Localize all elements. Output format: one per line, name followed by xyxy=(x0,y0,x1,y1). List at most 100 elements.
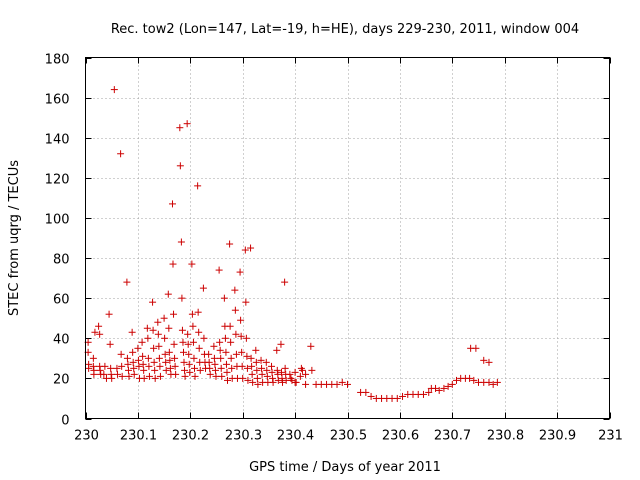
data-point xyxy=(89,354,97,362)
data-point xyxy=(344,380,351,388)
data-point xyxy=(176,124,184,132)
data-point xyxy=(248,370,256,378)
data-point xyxy=(489,380,497,388)
data-point xyxy=(278,374,286,382)
data-point xyxy=(485,378,493,386)
data-point xyxy=(89,362,97,370)
data-point xyxy=(179,338,187,346)
data-point xyxy=(165,348,173,356)
data-point xyxy=(216,338,224,346)
data-point xyxy=(166,364,174,372)
data-point xyxy=(117,350,125,358)
data-point xyxy=(168,200,176,208)
data-point xyxy=(130,364,138,372)
data-point xyxy=(128,328,136,336)
data-point xyxy=(160,314,168,322)
data-point xyxy=(228,364,236,372)
data-point xyxy=(199,284,207,292)
data-point xyxy=(211,366,219,374)
data-point xyxy=(123,278,131,286)
y-tick-label: 100 xyxy=(45,213,70,228)
data-point xyxy=(134,344,142,352)
y-tick-labels: 0 20 40 60 80 100 120 140 160 180 xyxy=(45,53,70,429)
data-point xyxy=(123,354,131,362)
data-point xyxy=(130,370,138,378)
data-point xyxy=(151,374,159,382)
x-tick-label: 230.9 xyxy=(539,429,576,444)
data-point xyxy=(247,244,255,252)
y-tick-label: 120 xyxy=(45,173,70,188)
data-point xyxy=(249,378,257,386)
data-point xyxy=(155,342,163,350)
data-point xyxy=(307,342,315,350)
data-point xyxy=(274,376,282,384)
data-point xyxy=(134,356,142,364)
x-tick-label: 230.7 xyxy=(434,429,471,444)
data-point xyxy=(226,240,234,248)
data-points xyxy=(84,86,501,402)
data-point xyxy=(191,372,199,380)
data-point xyxy=(178,326,186,334)
data-point xyxy=(196,366,204,374)
data-point xyxy=(184,340,192,348)
data-point xyxy=(367,392,375,400)
data-point xyxy=(195,344,203,352)
data-point xyxy=(253,374,261,382)
data-point xyxy=(263,372,271,380)
data-point xyxy=(124,366,132,374)
data-point xyxy=(144,354,152,362)
data-point xyxy=(205,350,213,358)
data-point xyxy=(252,346,260,354)
data-point xyxy=(107,364,115,372)
data-point xyxy=(162,358,170,366)
data-point xyxy=(480,356,488,364)
data-point xyxy=(218,372,226,380)
data-point xyxy=(466,374,474,382)
data-point xyxy=(139,360,147,368)
data-point xyxy=(85,364,93,372)
data-point xyxy=(231,306,239,314)
x-axis-label: GPS time / Days of year 2011 xyxy=(249,460,441,475)
data-point xyxy=(247,354,255,362)
data-point xyxy=(154,330,162,338)
data-point xyxy=(179,348,187,356)
data-point xyxy=(155,354,163,362)
data-point xyxy=(273,346,281,354)
axis-ticks xyxy=(85,57,611,420)
data-point xyxy=(185,360,193,368)
data-point xyxy=(296,372,304,380)
data-point xyxy=(277,368,285,376)
data-point xyxy=(253,366,261,374)
data-point xyxy=(236,268,244,276)
data-point xyxy=(171,362,179,370)
data-point xyxy=(302,380,310,388)
data-point xyxy=(189,322,197,330)
data-point xyxy=(181,372,189,380)
x-tick-label: 230.8 xyxy=(487,429,524,444)
data-point xyxy=(222,348,230,356)
data-point xyxy=(164,290,172,298)
data-point xyxy=(227,338,235,346)
data-point xyxy=(162,366,170,374)
data-point xyxy=(258,370,266,378)
data-point xyxy=(170,310,178,318)
data-point xyxy=(452,376,460,384)
data-point xyxy=(178,294,186,302)
data-point xyxy=(138,338,146,346)
data-point xyxy=(140,366,148,374)
data-point xyxy=(291,368,299,376)
x-tick-label: 230 xyxy=(74,429,99,444)
data-point xyxy=(239,374,247,382)
data-point xyxy=(205,358,213,366)
chart-title: Rec. tow2 (Lon=147, Lat=-19, h=HE), days… xyxy=(111,22,579,37)
data-point xyxy=(231,286,239,294)
data-point xyxy=(151,366,159,374)
data-point xyxy=(190,354,198,362)
data-point xyxy=(248,362,256,370)
x-tick-label: 230.4 xyxy=(277,429,314,444)
x-tick-label: 230.5 xyxy=(330,429,367,444)
data-point xyxy=(107,370,115,378)
data-point xyxy=(139,352,147,360)
data-point xyxy=(150,344,158,352)
data-point xyxy=(220,294,228,302)
